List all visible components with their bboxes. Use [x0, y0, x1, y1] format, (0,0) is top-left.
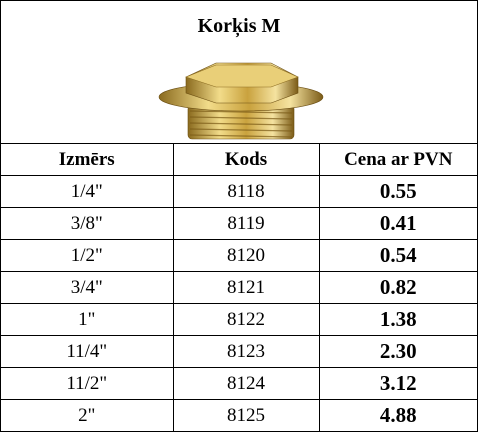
- code-cell: 8119: [172, 207, 320, 240]
- column-header: Cena ar PVN: [318, 144, 477, 176]
- price-cell: 4.88: [318, 399, 477, 431]
- table-row: 2" 8125 4.88: [1, 399, 477, 431]
- table-row: 1" 8122 1.38: [1, 303, 477, 336]
- size-cell: 11/4": [1, 335, 174, 368]
- size-cell: 1/4": [1, 175, 174, 208]
- header-row: Izmērs Kods Cena ar PVN: [1, 144, 477, 176]
- plug-image: [158, 62, 324, 140]
- table-row: 1/4" 8118 0.55: [1, 175, 477, 208]
- price-cell: 0.54: [318, 239, 477, 272]
- size-cell: 2": [1, 399, 174, 431]
- title-area: Korķis M: [1, 1, 477, 144]
- price-cell: 3.12: [318, 367, 477, 400]
- table-row: 3/8" 8119 0.41: [1, 207, 477, 240]
- price-cell: 0.55: [318, 175, 477, 208]
- size-cell: 1": [1, 303, 174, 336]
- size-cell: 3/4": [1, 271, 174, 304]
- code-cell: 8124: [172, 367, 320, 400]
- column-header: Kods: [172, 144, 320, 176]
- code-cell: 8125: [172, 399, 320, 431]
- code-cell: 8121: [172, 271, 320, 304]
- code-cell: 8122: [172, 303, 320, 336]
- code-cell: 8123: [172, 335, 320, 368]
- size-cell: 3/8": [1, 207, 174, 240]
- price-cell: 0.41: [318, 207, 477, 240]
- price-cell: 1.38: [318, 303, 477, 336]
- price-table: Izmērs Kods Cena ar PVN 1/4" 8118 0.55 3/8" 81…: [1, 144, 477, 431]
- table-row: 11/4" 8123 2.30: [1, 335, 477, 368]
- code-cell: 8118: [172, 175, 320, 208]
- table-row: 3/4" 8121 0.82: [1, 271, 477, 304]
- size-cell: 1/2": [1, 239, 174, 272]
- column-header: Izmērs: [1, 144, 174, 176]
- table-row: 1/2" 8120 0.54: [1, 239, 477, 272]
- price-cell: 0.82: [318, 271, 477, 304]
- size-cell: 11/2": [1, 367, 174, 400]
- code-cell: 8120: [172, 239, 320, 272]
- price-cell: 2.30: [318, 335, 477, 368]
- table-row: 11/2" 8124 3.12: [1, 367, 477, 400]
- title: Korķis M: [197, 15, 281, 37]
